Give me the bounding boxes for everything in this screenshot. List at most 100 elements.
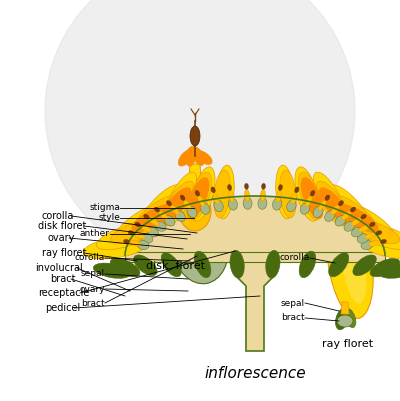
- Ellipse shape: [379, 263, 400, 278]
- Ellipse shape: [110, 218, 164, 244]
- Polygon shape: [125, 196, 385, 256]
- Ellipse shape: [328, 185, 372, 231]
- Text: ovary: ovary: [48, 233, 75, 243]
- Text: sepal: sepal: [281, 298, 305, 308]
- Ellipse shape: [361, 214, 366, 219]
- Ellipse shape: [305, 196, 312, 207]
- Ellipse shape: [310, 190, 315, 196]
- Ellipse shape: [299, 251, 316, 277]
- Ellipse shape: [155, 221, 166, 231]
- Ellipse shape: [353, 255, 376, 275]
- Ellipse shape: [166, 200, 172, 206]
- Ellipse shape: [325, 211, 335, 221]
- Ellipse shape: [301, 177, 323, 219]
- Ellipse shape: [213, 192, 219, 204]
- Ellipse shape: [195, 190, 200, 196]
- Circle shape: [45, 0, 355, 266]
- Ellipse shape: [313, 172, 347, 226]
- Text: corolla: corolla: [42, 211, 74, 221]
- Ellipse shape: [352, 222, 400, 250]
- Ellipse shape: [138, 185, 182, 231]
- Polygon shape: [236, 256, 274, 351]
- Ellipse shape: [344, 308, 356, 328]
- Ellipse shape: [198, 196, 205, 207]
- Ellipse shape: [319, 188, 351, 224]
- Ellipse shape: [216, 165, 234, 219]
- Ellipse shape: [339, 202, 395, 240]
- Ellipse shape: [295, 187, 299, 193]
- Ellipse shape: [244, 189, 250, 201]
- Polygon shape: [200, 194, 223, 228]
- Text: bract: bract: [50, 274, 76, 284]
- Ellipse shape: [132, 195, 178, 233]
- Ellipse shape: [376, 231, 382, 235]
- Ellipse shape: [346, 218, 400, 244]
- Ellipse shape: [370, 222, 375, 227]
- Text: bract: bract: [81, 298, 105, 308]
- Ellipse shape: [172, 208, 228, 284]
- Ellipse shape: [350, 207, 356, 212]
- Ellipse shape: [342, 211, 351, 220]
- Ellipse shape: [369, 241, 381, 246]
- Ellipse shape: [154, 207, 160, 212]
- Ellipse shape: [351, 227, 363, 237]
- Ellipse shape: [336, 204, 378, 232]
- Ellipse shape: [298, 172, 322, 220]
- Ellipse shape: [336, 308, 348, 330]
- Ellipse shape: [159, 188, 191, 224]
- Text: corolla: corolla: [280, 253, 310, 263]
- Ellipse shape: [124, 239, 130, 243]
- Text: disk floret: disk floret: [38, 221, 86, 231]
- Ellipse shape: [149, 218, 159, 226]
- Ellipse shape: [96, 222, 158, 250]
- Ellipse shape: [195, 150, 212, 164]
- Ellipse shape: [194, 251, 211, 277]
- Ellipse shape: [318, 200, 326, 211]
- Ellipse shape: [262, 183, 266, 189]
- Ellipse shape: [332, 195, 378, 233]
- Ellipse shape: [258, 197, 267, 209]
- Text: ovary: ovary: [80, 284, 105, 294]
- Ellipse shape: [135, 222, 140, 227]
- Ellipse shape: [175, 211, 185, 221]
- Ellipse shape: [361, 241, 373, 249]
- Ellipse shape: [316, 181, 350, 225]
- Ellipse shape: [110, 258, 140, 277]
- Text: corolla: corolla: [75, 253, 105, 263]
- Ellipse shape: [144, 214, 149, 219]
- Ellipse shape: [276, 190, 281, 202]
- Ellipse shape: [134, 233, 145, 239]
- Ellipse shape: [128, 231, 134, 235]
- Text: sepal: sepal: [81, 269, 105, 279]
- Ellipse shape: [291, 192, 297, 204]
- Ellipse shape: [214, 200, 223, 212]
- Ellipse shape: [244, 183, 248, 189]
- Ellipse shape: [313, 207, 323, 217]
- Ellipse shape: [359, 225, 370, 232]
- Text: stigma: stigma: [89, 203, 120, 213]
- Ellipse shape: [187, 177, 209, 219]
- Ellipse shape: [357, 234, 369, 243]
- Ellipse shape: [295, 167, 319, 221]
- Ellipse shape: [300, 203, 310, 214]
- Ellipse shape: [178, 150, 193, 166]
- Ellipse shape: [93, 263, 131, 278]
- Polygon shape: [165, 198, 190, 231]
- Text: ray floret: ray floret: [42, 248, 86, 258]
- Text: bract: bract: [281, 314, 305, 322]
- Polygon shape: [188, 164, 202, 194]
- Ellipse shape: [370, 258, 400, 277]
- Ellipse shape: [365, 233, 376, 239]
- Ellipse shape: [272, 198, 282, 210]
- Ellipse shape: [188, 172, 212, 220]
- Ellipse shape: [260, 189, 266, 201]
- Ellipse shape: [338, 200, 344, 206]
- Ellipse shape: [380, 239, 386, 243]
- Ellipse shape: [280, 170, 296, 218]
- Ellipse shape: [228, 198, 238, 210]
- Ellipse shape: [184, 200, 192, 211]
- Ellipse shape: [134, 255, 157, 275]
- Text: style: style: [98, 213, 120, 223]
- Ellipse shape: [161, 253, 181, 277]
- Ellipse shape: [192, 147, 204, 166]
